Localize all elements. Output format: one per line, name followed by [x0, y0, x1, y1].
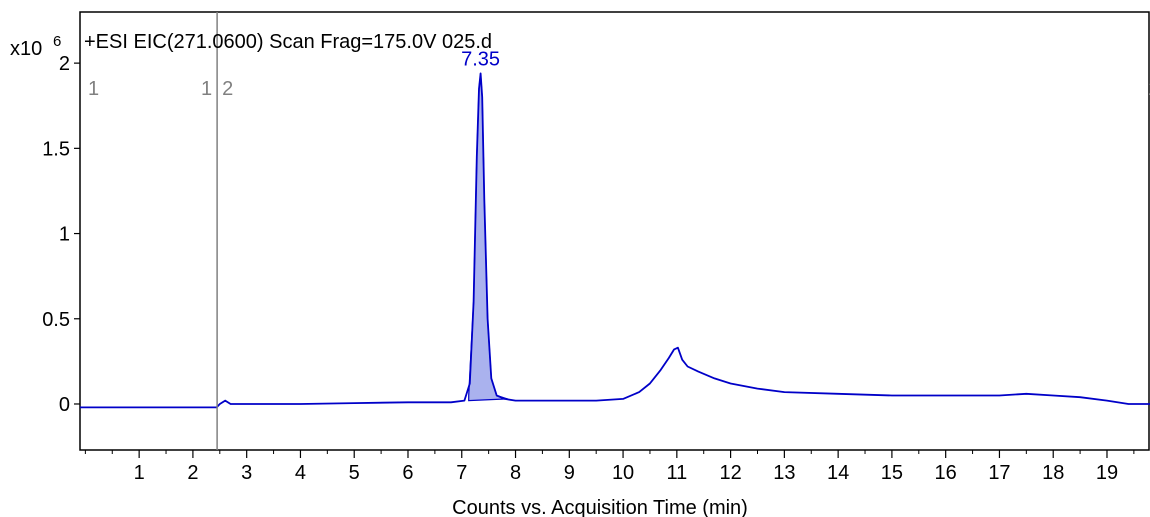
plot-border: [79, 11, 1150, 451]
x-tick-label: 8: [510, 462, 521, 484]
plot-frame: [79, 11, 1150, 451]
x-tick-label: 19: [1096, 462, 1118, 484]
x-tick-label: 15: [881, 462, 903, 484]
segment-marker-label: 2: [222, 78, 233, 100]
x-tick-label: 10: [612, 462, 634, 484]
chart-title: +ESI EIC(271.0600) Scan Frag=175.0V 025.…: [84, 31, 492, 53]
x-tick-label: 6: [402, 462, 413, 484]
segment-marker-label: 1: [88, 78, 99, 100]
x-tick-label: 9: [564, 462, 575, 484]
x-tick-label: 3: [241, 462, 252, 484]
x-tick-label: 4: [295, 462, 306, 484]
x-tick-label: 14: [827, 462, 849, 484]
x-tick-label: 5: [349, 462, 360, 484]
y-axis-multiplier: x10: [10, 38, 42, 60]
x-tick-label: 1: [134, 462, 145, 484]
y-axis-exponent: 6: [53, 33, 61, 50]
x-tick-label: 11: [666, 462, 687, 484]
peak-retention-label: 7.35: [461, 48, 500, 70]
x-tick-label: 7: [456, 462, 467, 484]
x-axis: 1 2 3 4 5 6 7 8 9 10 11 12 13 14 15 16 17 18 19: [84, 450, 1135, 484]
series-line-0: [80, 72, 1150, 409]
y-tick-label: 1.5: [42, 138, 70, 160]
x-tick-label: 13: [773, 462, 795, 484]
y-tick-label: 2: [59, 53, 70, 75]
x-tick-label: 17: [988, 462, 1010, 484]
y-tick-label: 0: [59, 394, 70, 416]
segment-marker-label: 1: [201, 78, 212, 100]
x-axis-label: Counts vs. Acquisition Time (min): [452, 497, 748, 517]
series-group: [80, 72, 1150, 409]
y-tick-label: 1: [59, 224, 70, 246]
segment-marker-label: 2: [1148, 78, 1150, 100]
y-axis: 0 0.5 1 1.5 2: [42, 53, 80, 416]
x-tick-label: 16: [935, 462, 957, 484]
y-tick-label: 0.5: [42, 309, 70, 331]
segment-marker-group: 1122: [88, 12, 1150, 450]
x-tick-label: 18: [1042, 462, 1064, 484]
x-tick-label: 2: [187, 462, 198, 484]
x-tick-label: 12: [719, 462, 741, 484]
